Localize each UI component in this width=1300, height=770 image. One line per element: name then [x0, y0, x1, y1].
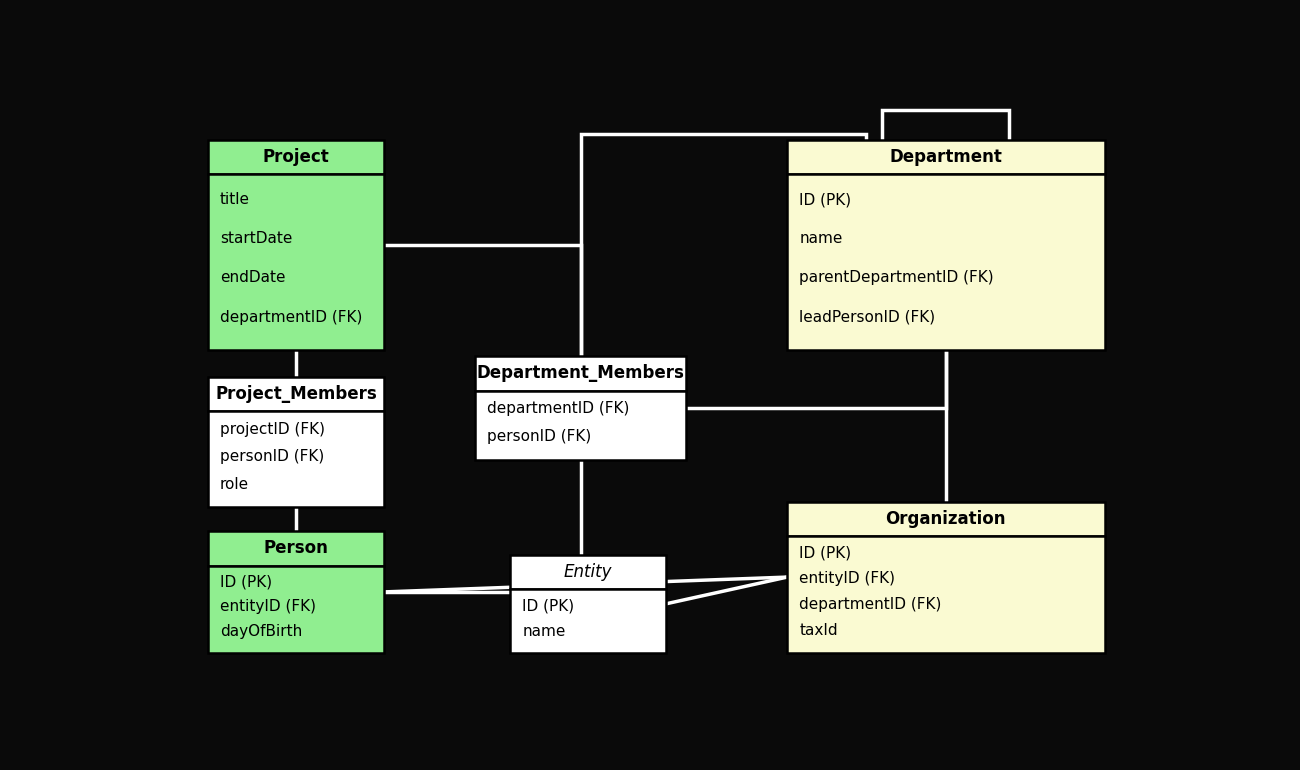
Text: entityID (FK): entityID (FK): [800, 571, 896, 586]
FancyBboxPatch shape: [208, 565, 385, 653]
Text: ID (PK): ID (PK): [800, 192, 852, 207]
FancyBboxPatch shape: [208, 140, 385, 174]
Text: departmentID (FK): departmentID (FK): [800, 598, 941, 612]
Text: taxId: taxId: [800, 623, 838, 638]
Text: Project_Members: Project_Members: [214, 385, 377, 403]
Text: Entity: Entity: [564, 563, 612, 581]
FancyBboxPatch shape: [208, 174, 385, 350]
Text: ID (PK): ID (PK): [523, 598, 575, 613]
FancyBboxPatch shape: [510, 555, 666, 589]
FancyBboxPatch shape: [208, 377, 385, 411]
FancyBboxPatch shape: [474, 357, 686, 390]
Text: entityID (FK): entityID (FK): [220, 599, 316, 614]
Text: departmentID (FK): departmentID (FK): [488, 401, 629, 416]
FancyBboxPatch shape: [474, 390, 686, 460]
FancyBboxPatch shape: [208, 531, 385, 565]
FancyBboxPatch shape: [208, 411, 385, 507]
Text: name: name: [523, 624, 566, 638]
Text: Organization: Organization: [885, 510, 1006, 527]
FancyBboxPatch shape: [786, 536, 1105, 653]
Text: leadPersonID (FK): leadPersonID (FK): [800, 310, 936, 324]
Text: name: name: [800, 231, 842, 246]
Text: personID (FK): personID (FK): [488, 429, 592, 444]
FancyBboxPatch shape: [786, 140, 1105, 174]
Text: projectID (FK): projectID (FK): [220, 422, 325, 437]
Text: ID (PK): ID (PK): [220, 574, 272, 589]
FancyBboxPatch shape: [786, 174, 1105, 350]
Text: Project: Project: [263, 148, 329, 166]
Text: title: title: [220, 192, 250, 207]
Text: departmentID (FK): departmentID (FK): [220, 310, 363, 324]
Text: Department: Department: [889, 148, 1002, 166]
Text: Department_Members: Department_Members: [477, 364, 685, 383]
Text: startDate: startDate: [220, 231, 292, 246]
Text: endDate: endDate: [220, 270, 286, 286]
Text: personID (FK): personID (FK): [220, 449, 324, 464]
Text: ID (PK): ID (PK): [800, 545, 852, 561]
Text: role: role: [220, 477, 250, 491]
FancyBboxPatch shape: [786, 501, 1105, 536]
Text: parentDepartmentID (FK): parentDepartmentID (FK): [800, 270, 994, 286]
Text: dayOfBirth: dayOfBirth: [220, 624, 302, 639]
FancyBboxPatch shape: [510, 589, 666, 653]
Text: Person: Person: [264, 539, 329, 557]
